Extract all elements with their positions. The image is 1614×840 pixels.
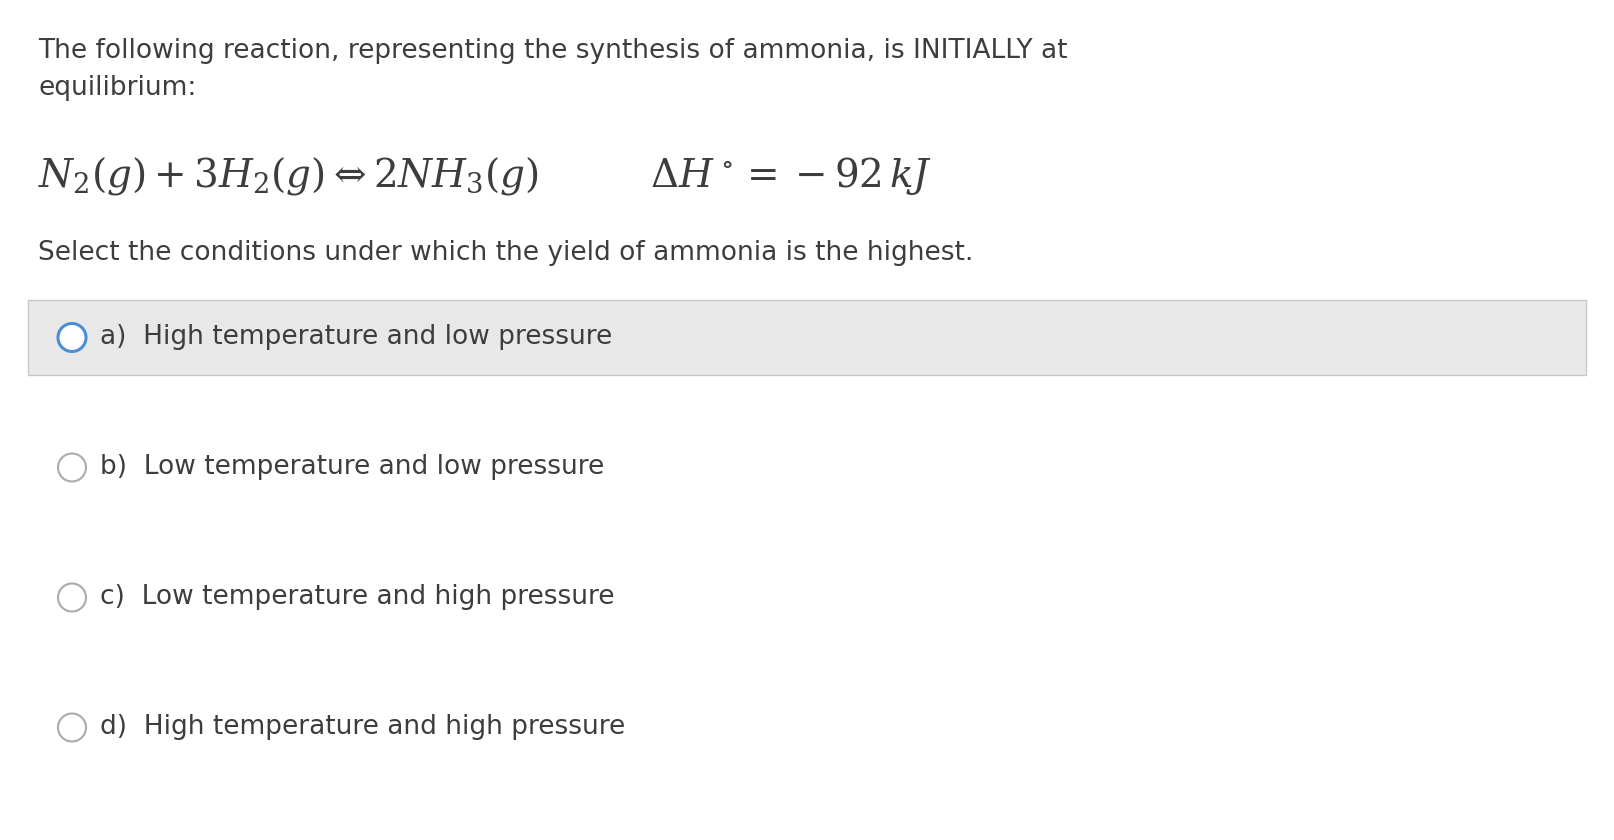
Text: $N_2(g) + 3H_2(g) \Leftrightarrow 2NH_3(g)$: $N_2(g) + 3H_2(g) \Leftrightarrow 2NH_3(… xyxy=(39,155,539,197)
Ellipse shape xyxy=(58,454,86,481)
Text: equilibrium:: equilibrium: xyxy=(39,75,197,101)
Text: a)  High temperature and low pressure: a) High temperature and low pressure xyxy=(100,324,612,350)
Text: d)  High temperature and high pressure: d) High temperature and high pressure xyxy=(100,715,625,741)
Text: c)  Low temperature and high pressure: c) Low temperature and high pressure xyxy=(100,585,615,611)
Ellipse shape xyxy=(58,713,86,742)
Ellipse shape xyxy=(58,584,86,612)
Text: b)  Low temperature and low pressure: b) Low temperature and low pressure xyxy=(100,454,604,480)
FancyBboxPatch shape xyxy=(27,300,1587,375)
Text: Select the conditions under which the yield of ammonia is the highest.: Select the conditions under which the yi… xyxy=(39,240,973,266)
Text: $\Delta H^\circ = -92\,kJ$: $\Delta H^\circ = -92\,kJ$ xyxy=(650,155,933,197)
Ellipse shape xyxy=(58,323,86,351)
Text: The following reaction, representing the synthesis of ammonia, is INITIALLY at: The following reaction, representing the… xyxy=(39,38,1067,64)
